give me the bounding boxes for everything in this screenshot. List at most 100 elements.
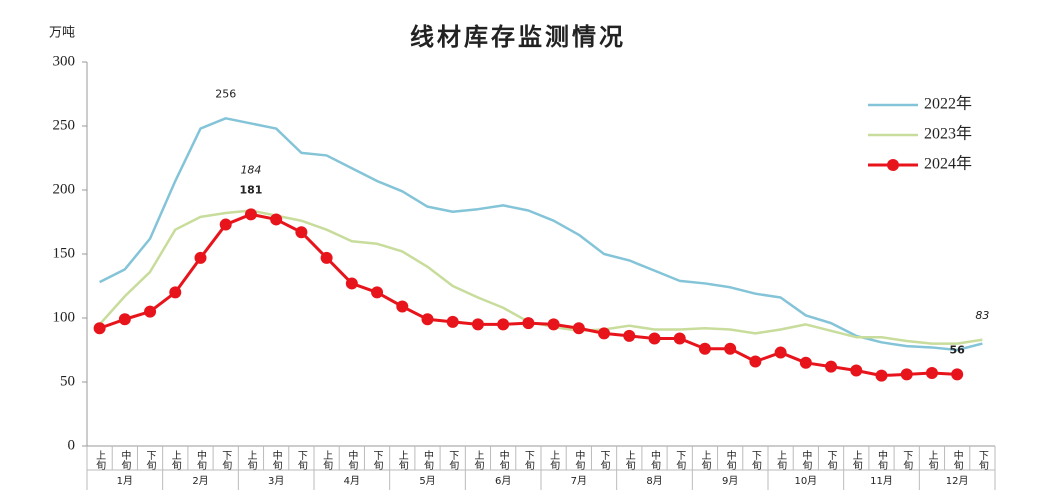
point bbox=[724, 342, 737, 355]
y-tick-label: 300 bbox=[53, 53, 76, 69]
point bbox=[799, 356, 812, 369]
group-label: 10月 bbox=[794, 475, 817, 487]
y-tick-label: 100 bbox=[53, 309, 76, 325]
point bbox=[572, 322, 585, 335]
x-tick-label: 下旬 bbox=[295, 450, 307, 471]
x-tick-label: 中旬 bbox=[422, 449, 434, 471]
point bbox=[623, 329, 636, 342]
x-tick-label: 上旬 bbox=[94, 450, 106, 471]
x-tick-label: 下旬 bbox=[901, 450, 913, 471]
legend-marker bbox=[887, 159, 899, 171]
point bbox=[396, 300, 409, 313]
x-tick-label: 上旬 bbox=[775, 450, 787, 471]
x-tick-label: 上旬 bbox=[245, 450, 257, 471]
x-tick-label: 下旬 bbox=[371, 450, 383, 471]
group-label: 9月 bbox=[722, 475, 738, 487]
legend-label: 2024年 bbox=[924, 155, 972, 173]
x-tick-label: 中旬 bbox=[573, 449, 585, 471]
x-tick-label: 中旬 bbox=[800, 449, 812, 471]
point bbox=[598, 327, 611, 340]
x-tick-label: 下旬 bbox=[976, 450, 988, 471]
point bbox=[648, 332, 661, 345]
point bbox=[93, 322, 106, 335]
x-tick-label: 上旬 bbox=[623, 450, 635, 471]
point bbox=[144, 305, 157, 318]
group-label: 6月 bbox=[495, 475, 511, 487]
x-tick-label: 上旬 bbox=[321, 450, 333, 471]
x-tick-label: 上旬 bbox=[396, 450, 408, 471]
series-line bbox=[99, 117, 983, 352]
x-tick-label: 下旬 bbox=[598, 450, 610, 471]
point bbox=[118, 313, 131, 326]
value-label: 181 bbox=[239, 183, 262, 196]
x-tick-label: 下旬 bbox=[220, 450, 232, 471]
y-tick-label: 50 bbox=[60, 373, 75, 389]
group-label: 11月 bbox=[870, 475, 893, 487]
point bbox=[371, 286, 384, 299]
point bbox=[194, 251, 207, 264]
value-label: 256 bbox=[215, 87, 236, 100]
group-label: 5月 bbox=[419, 475, 435, 487]
x-tick-label: 上旬 bbox=[850, 450, 862, 471]
point bbox=[698, 342, 711, 355]
legend-label: 2023年 bbox=[924, 125, 972, 143]
x-tick-label: 上旬 bbox=[472, 450, 484, 471]
x-tick-label: 中旬 bbox=[270, 449, 282, 471]
point bbox=[471, 318, 484, 331]
point bbox=[547, 318, 560, 331]
series-line bbox=[99, 212, 958, 378]
x-tick-label: 上旬 bbox=[699, 450, 711, 471]
x-tick-label: 上旬 bbox=[548, 450, 560, 471]
x-tick-label: 下旬 bbox=[144, 450, 156, 471]
y-axis-label: 万吨 bbox=[49, 26, 75, 41]
x-tick-label: 中旬 bbox=[951, 449, 963, 471]
x-tick-label: 中旬 bbox=[497, 449, 509, 471]
point bbox=[875, 369, 888, 382]
x-tick-label: 下旬 bbox=[825, 450, 837, 471]
group-label: 7月 bbox=[571, 475, 587, 487]
group-label: 3月 bbox=[268, 475, 284, 487]
x-tick-label: 上旬 bbox=[926, 450, 938, 471]
point bbox=[925, 367, 938, 380]
point bbox=[219, 218, 232, 231]
y-tick-label: 250 bbox=[53, 117, 76, 133]
y-tick-label: 200 bbox=[53, 181, 76, 197]
point bbox=[270, 213, 283, 226]
group-label: 12月 bbox=[946, 475, 969, 487]
group-label: 1月 bbox=[117, 475, 133, 487]
x-tick-label: 中旬 bbox=[346, 449, 358, 471]
value-label: 83 bbox=[975, 309, 989, 322]
y-tick-label: 0 bbox=[68, 437, 76, 453]
point bbox=[749, 355, 762, 368]
point bbox=[345, 277, 358, 290]
point bbox=[673, 332, 686, 345]
value-label: 56 bbox=[950, 343, 966, 356]
point bbox=[295, 226, 308, 239]
point bbox=[774, 346, 787, 359]
x-tick-label: 中旬 bbox=[119, 449, 131, 471]
point bbox=[244, 208, 257, 221]
y-tick-label: 150 bbox=[53, 245, 76, 261]
x-tick-label: 下旬 bbox=[522, 450, 534, 471]
x-tick-label: 中旬 bbox=[876, 449, 888, 471]
group-label: 2月 bbox=[192, 475, 208, 487]
point bbox=[421, 313, 434, 326]
group-label: 8月 bbox=[646, 475, 662, 487]
point bbox=[825, 360, 838, 373]
value-label: 184 bbox=[240, 163, 261, 176]
point bbox=[900, 368, 913, 381]
point bbox=[850, 364, 863, 377]
x-tick-label: 中旬 bbox=[649, 449, 661, 471]
x-tick-label: 下旬 bbox=[447, 450, 459, 471]
group-label: 4月 bbox=[344, 475, 360, 487]
point bbox=[497, 318, 510, 331]
x-tick-label: 中旬 bbox=[195, 449, 207, 471]
point bbox=[169, 286, 182, 299]
point bbox=[951, 368, 964, 381]
x-tick-label: 中旬 bbox=[724, 449, 736, 471]
x-tick-label: 上旬 bbox=[169, 450, 181, 471]
point bbox=[320, 251, 333, 264]
point bbox=[446, 315, 459, 328]
x-tick-label: 下旬 bbox=[749, 450, 761, 471]
